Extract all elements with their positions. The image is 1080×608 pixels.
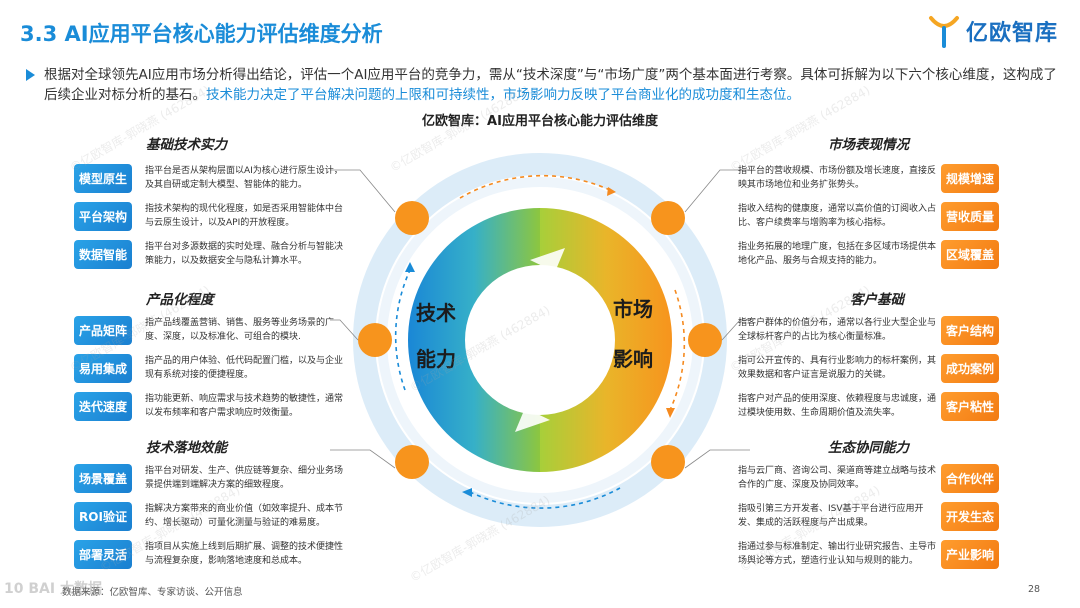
desc-moxing: 指平台是否从架构层面以AI为核心进行原生设计，及其自研或定制大模型、智能体的能力… (145, 166, 343, 190)
tag-yingshou: 营收质量 (941, 202, 999, 231)
page-number: 28 (1028, 584, 1041, 595)
section-title-kehu: 客户基础 (850, 292, 904, 308)
connector-luodi (330, 449, 396, 469)
bullet-triangle-icon (26, 69, 35, 81)
capability-ring-diagram (330, 153, 750, 527)
tag-moxing: 模型原生 (74, 164, 132, 193)
arrow-bottom (469, 487, 621, 509)
node-chanpin (358, 323, 392, 357)
tag-zhanxing: 客户粘性 (941, 392, 999, 421)
tag-anli: 成功案例 (941, 354, 999, 383)
desc-quyu: 指业务拓展的地理广度，包括在多区域市场提供本地化产品、服务与合规支持的能力。 (738, 242, 937, 266)
intro-text: 根据对全球领先AI应用市场分析得出结论，评估一个AI应用平台的竞争力，需从“技术… (44, 67, 1057, 103)
arrow-top (459, 174, 611, 199)
connector-chanpin (330, 319, 359, 341)
desc-chanye: 指通过参与标准制定、输出行业研究报告、主导市场舆论等方式，塑造行业认知与规则的能… (738, 542, 937, 566)
logo-icon (928, 16, 959, 48)
tag-changjing: 场景覆盖 (74, 464, 132, 493)
node-kehu (688, 323, 722, 357)
desc-yiyong: 指产品的用户体验、低代码配置门槛，以及与企业现有系统对接的便捷程度。 (145, 356, 344, 380)
tag-yiyong: 易用集成 (74, 354, 132, 383)
ring-label-market-top: 市场 (613, 297, 653, 321)
section-title-chanpin: 产品化程度 (146, 292, 214, 308)
tag-jiegou: 客户结构 (941, 316, 999, 345)
tag-roi: ROI验证 (74, 502, 132, 531)
desc-bushu: 指项目从实施上线到后期扩展、调整的技术便捷性与流程复杂度，影响落地速度和总成本。 (145, 542, 344, 566)
desc-roi: 指解决方案带来的商业价值（如效率提升、成本节约、增长驱动）可量化测量与验证的难易… (145, 504, 344, 528)
ring-label-tech-bottom: 能力 (416, 347, 456, 371)
ring-label-market-bottom: 影响 (613, 347, 653, 371)
tag-juzhen: 产品矩阵 (74, 316, 132, 345)
desc-changjing: 指平台对研发、生产、供应链等复杂、细分业务场景提供端到端解决方案的细致程度。 (145, 466, 344, 490)
arrow-left (394, 269, 411, 391)
desc-kaifa: 指吸引第三方开发者、ISV基于平台进行应用开发、集成的活跃程度与产出成果。 (738, 504, 924, 528)
section-title-luodi: 技术落地效能 (146, 440, 227, 456)
desc-anli: 指可公开宣传的、具有行业影响力的标杆案例，其效果数据和客户证言是说服力的关键。 (738, 356, 937, 380)
source-note: 数据来源：亿欧智库、专家访谈、公开信息 (62, 587, 243, 598)
tag-kaifa: 开发生态 (941, 502, 999, 531)
logo-text: 亿欧智库 (965, 21, 1058, 46)
connector-shichang (684, 169, 750, 213)
tag-shuju: 数据智能 (74, 240, 132, 269)
node-shichang (651, 201, 685, 235)
tag-guimo: 规模增速 (941, 164, 999, 193)
arrow-right (669, 289, 686, 411)
tag-diedai: 迭代速度 (74, 392, 132, 421)
corner-watermark: 10 BAI 大数据 (4, 581, 102, 597)
intro-paragraph: 根据对全球领先AI应用市场分析得出结论，评估一个AI应用平台的竞争力，需从“技术… (26, 65, 1066, 105)
node-luodi (395, 445, 429, 479)
desc-diedai: 指功能更新、响应需求与技术趋势的敏捷性，通常以发布频率和客户需求响应时效衡量。 (145, 394, 344, 418)
node-jichu (395, 201, 429, 235)
desc-jiegou: 指客户群体的价值分布，通常以各行业大型企业与全球标杆客户的占比为核心衡量标准。 (738, 318, 937, 342)
connector-kehu (721, 319, 750, 341)
tag-chanye: 产业影响 (941, 540, 999, 569)
ring-tech-half (408, 208, 540, 472)
tag-quyu: 区域覆盖 (941, 240, 999, 269)
desc-guimo: 指平台的营收规模、市场份额及增长速度，直接反映其市场地位和业务扩张势头。 (738, 166, 937, 190)
connector-shengtai (684, 449, 750, 469)
ring-market-half (540, 208, 672, 472)
diagram-subtitle: 亿欧智库：AI应用平台核心能力评估维度 (422, 114, 658, 129)
node-shengtai (651, 445, 685, 479)
tag-jiagou: 平台架构 (74, 202, 132, 231)
desc-yingshou: 指收入结构的健康度，通常以高价值的订阅收入占比、客户续费率与增购率为核心指标。 (738, 204, 937, 228)
ring-label-tech-top: 技术 (416, 301, 456, 325)
desc-shuju: 指平台对多源数据的实时处理、融合分析与智能决策能力，以及数据安全与隐私计算水平。 (145, 242, 344, 266)
tag-huoban: 合作伙伴 (941, 464, 999, 493)
desc-zhanxing: 指客户对产品的使用深度、依赖程度与忠诚度，通过模块使用数、生命周期价值及流失率。 (738, 394, 937, 418)
brand-logo: 亿欧智库 (928, 14, 1058, 48)
connector-jichu (330, 169, 396, 213)
section-title-jichu: 基础技术实力 (146, 137, 227, 153)
page-title: 3.3 AI应用平台核心能力评估维度分析 (20, 22, 383, 46)
desc-juzhen: 指产品线覆盖营销、销售、服务等业务场景的广度、深度，以及标准化、可组合的模块. (145, 318, 335, 342)
section-title-shichang: 市场表现情况 (828, 137, 909, 153)
section-title-shengtai: 生态协同能力 (828, 440, 909, 456)
intro-highlight: 技术能力决定了平台解决问题的上限和可持续性，市场影响力反映了平台商业化的成功度和… (206, 87, 800, 103)
desc-jiagou: 指技术架构的现代化程度，如是否采用智能体中台与云原生设计，以及API的开放程度。 (145, 204, 344, 228)
tag-bushu: 部署灵活 (74, 540, 132, 569)
desc-huoban: 指与云厂商、咨询公司、渠道商等建立战略与技术合作的广度、深度及协同效率。 (738, 466, 937, 490)
